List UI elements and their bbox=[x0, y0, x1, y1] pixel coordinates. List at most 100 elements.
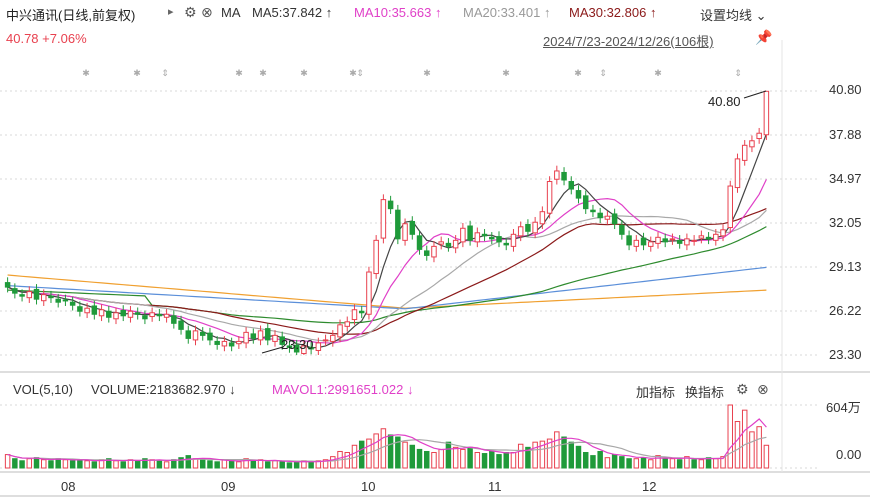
volume-bar bbox=[77, 459, 83, 469]
volume-bar bbox=[322, 459, 329, 469]
switch-indicator-button[interactable]: 换指标 bbox=[685, 385, 725, 400]
volume-bar bbox=[763, 444, 770, 469]
gear-icon[interactable]: ⚙ bbox=[184, 4, 197, 20]
vol-label: VOL(5,10) bbox=[13, 382, 73, 397]
volume-bar bbox=[236, 461, 242, 469]
candle-body bbox=[322, 339, 329, 342]
volume-bar bbox=[705, 457, 712, 469]
candle-body bbox=[293, 344, 300, 353]
volume-bar bbox=[460, 448, 466, 469]
price-tick: 26.22 bbox=[829, 303, 862, 318]
candle-body bbox=[402, 223, 408, 241]
ma250-line bbox=[7, 274, 767, 309]
event-marker-icon: ✱ bbox=[259, 69, 267, 79]
volume-bar bbox=[676, 459, 683, 469]
candle-body bbox=[445, 242, 452, 247]
candle-body bbox=[12, 288, 18, 294]
event-marker-icon: ✱ bbox=[300, 69, 308, 79]
close-circle-icon[interactable]: ⊗ bbox=[757, 381, 769, 397]
candle-body bbox=[171, 315, 177, 324]
candle-body bbox=[358, 310, 365, 314]
candle-body bbox=[163, 313, 170, 318]
candle-body bbox=[113, 312, 119, 320]
volume-bar bbox=[582, 452, 589, 469]
volume-bar bbox=[510, 452, 517, 469]
candle-body bbox=[91, 305, 98, 315]
candle-body bbox=[330, 334, 336, 342]
event-marker-icon: ✱ bbox=[502, 69, 510, 79]
high-arrow bbox=[743, 90, 767, 99]
volume-bar bbox=[228, 460, 235, 469]
volume-bar bbox=[279, 461, 285, 469]
volume-bar bbox=[633, 458, 640, 469]
volume-value: VOLUME:2183682.970 ↓ bbox=[91, 382, 236, 397]
volume-bar bbox=[344, 452, 350, 469]
candle-body bbox=[568, 181, 575, 190]
volume-bar bbox=[387, 434, 394, 469]
event-marker-icon: ⇕ bbox=[599, 69, 607, 79]
volume-bar bbox=[41, 459, 47, 469]
candle-body bbox=[713, 233, 719, 241]
candle-body bbox=[460, 227, 466, 243]
volume-bar bbox=[19, 460, 25, 469]
volume-bar bbox=[568, 441, 575, 469]
volume-bar bbox=[84, 460, 90, 469]
candle-body bbox=[517, 226, 524, 237]
candle-body bbox=[366, 271, 372, 315]
volume-bar bbox=[48, 460, 54, 469]
event-marker-icon: ⇕ bbox=[161, 69, 169, 79]
volume-bar bbox=[55, 458, 61, 469]
volume-bar bbox=[648, 459, 654, 469]
candle-body bbox=[698, 235, 705, 239]
candle-body bbox=[387, 200, 394, 210]
candle-body bbox=[178, 320, 184, 330]
candle-body bbox=[554, 170, 560, 180]
volume-bar bbox=[243, 458, 249, 469]
gear-icon[interactable]: ⚙ bbox=[736, 381, 749, 397]
candle-body bbox=[19, 294, 25, 297]
candle-body bbox=[431, 245, 437, 258]
candle-body bbox=[640, 237, 647, 246]
volume-bar bbox=[272, 460, 278, 469]
volume-bar bbox=[416, 448, 423, 469]
candle-body bbox=[344, 321, 350, 327]
volume-bar bbox=[438, 448, 444, 469]
candle-body bbox=[705, 236, 712, 240]
candle-body bbox=[286, 345, 293, 348]
x-tick: 11 bbox=[488, 479, 502, 494]
volume-bar bbox=[474, 452, 481, 469]
volume-bar bbox=[4, 454, 11, 469]
candle-body bbox=[199, 331, 206, 336]
candle-body bbox=[467, 225, 473, 241]
volume-bar bbox=[554, 431, 560, 469]
close-circle-icon[interactable]: ⊗ bbox=[201, 4, 213, 20]
volume-bar bbox=[221, 459, 228, 469]
event-marker-icon: ✱ bbox=[654, 69, 662, 79]
volume-bar bbox=[604, 457, 611, 469]
candle-body bbox=[106, 310, 112, 318]
candle-body bbox=[481, 233, 488, 237]
price-tick: 32.05 bbox=[829, 215, 862, 230]
candle-body bbox=[26, 291, 33, 299]
volume-bar bbox=[250, 460, 257, 469]
volume-bar bbox=[286, 462, 293, 469]
pin-icon[interactable]: 📌 bbox=[755, 29, 773, 45]
event-marker-icon: ✱ bbox=[82, 69, 90, 79]
settings-ma-button[interactable]: 设置均线 ⌄ bbox=[700, 8, 767, 23]
x-tick: 10 bbox=[361, 479, 376, 494]
candle-body bbox=[727, 185, 733, 229]
event-marker-icon: ✱ bbox=[349, 69, 357, 79]
event-marker-icon: ✱ bbox=[574, 69, 582, 79]
volume-bar bbox=[207, 460, 213, 469]
ma20-line bbox=[7, 209, 767, 342]
volume-bar bbox=[178, 457, 184, 469]
volume-bar bbox=[590, 455, 596, 469]
volume-bar bbox=[113, 460, 119, 469]
volume-bar bbox=[698, 459, 705, 469]
candle-body bbox=[62, 299, 69, 302]
volume-bar bbox=[727, 404, 733, 469]
expand-icon[interactable]: ▸ bbox=[168, 6, 174, 18]
volume-bar bbox=[106, 458, 112, 469]
add-indicator-button[interactable]: 加指标 bbox=[636, 385, 676, 400]
volume-bar bbox=[12, 458, 18, 469]
